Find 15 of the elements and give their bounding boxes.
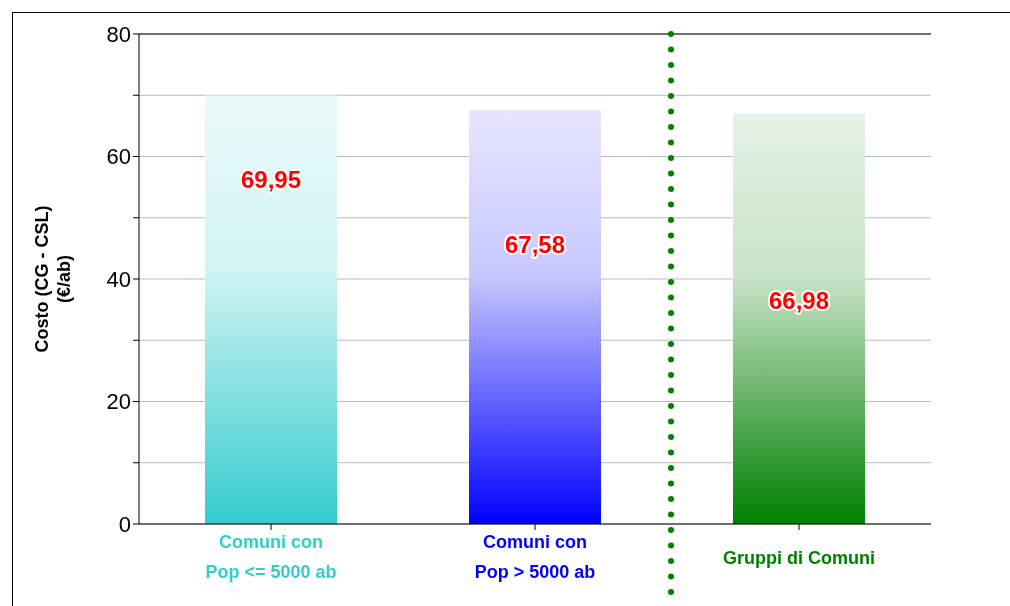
- bar: [469, 110, 601, 524]
- x-tick-label: Comuni con Pop > 5000 ab: [474, 532, 596, 582]
- y-tick-label: 40: [106, 266, 131, 292]
- data-label: 67,58: [504, 231, 566, 259]
- y-tick-label: 60: [106, 144, 131, 170]
- y-tick-label: 20: [106, 389, 131, 415]
- bar: [733, 113, 865, 524]
- bar: [205, 95, 337, 524]
- y-tick-label: 80: [106, 21, 131, 47]
- x-tick-label: Comuni con Pop <= 5000 ab: [205, 532, 337, 582]
- y-axis-title: Costo (CG - CSL) (€/ab): [32, 205, 74, 353]
- data-label: 66,98: [768, 286, 830, 314]
- data-label: 69,95: [240, 165, 302, 193]
- x-tick-label: Gruppi di Comuni: [723, 548, 875, 568]
- y-tick-label: 0: [118, 511, 131, 537]
